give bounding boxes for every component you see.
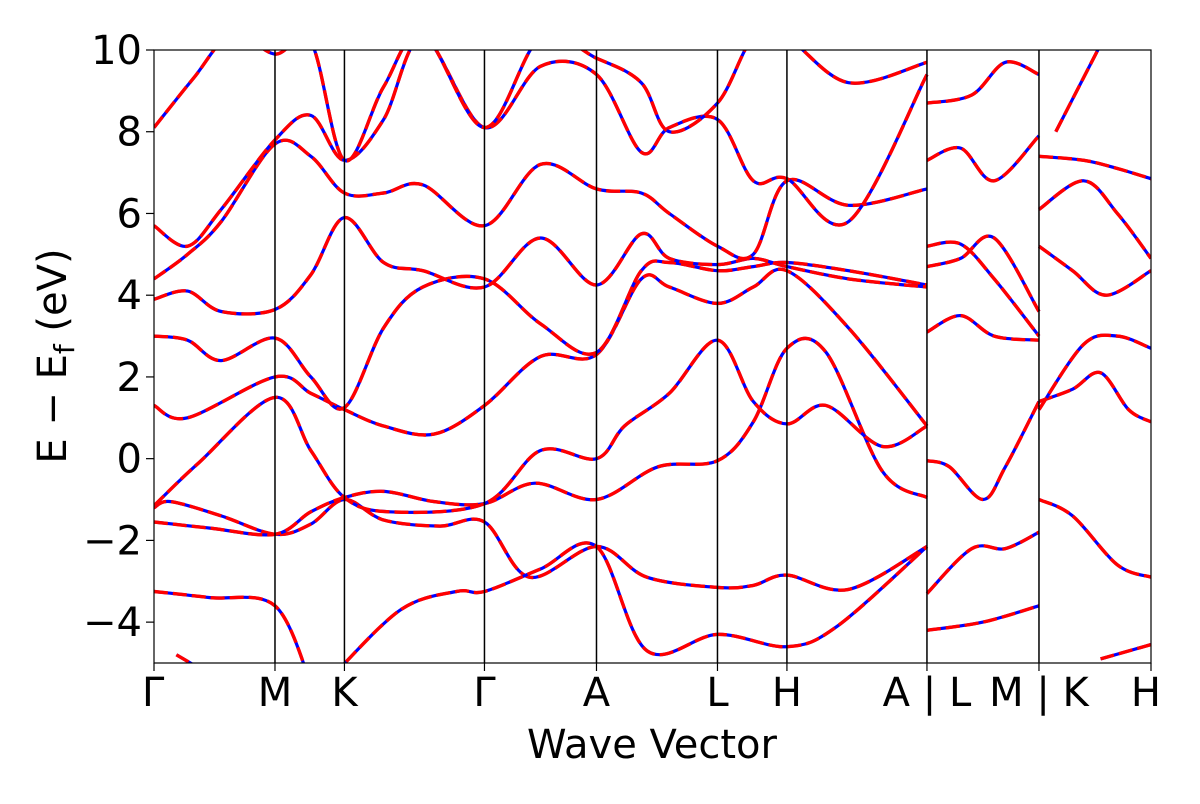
y-axis-label-unit: (eV) <box>30 248 76 344</box>
y-axis-label-subscript: f <box>48 343 81 354</box>
band-20-dashed-line <box>926 134 1041 183</box>
band-27-dashed-line <box>1100 642 1151 661</box>
x-tick-label: M <box>258 670 293 716</box>
x-tick-label: K <box>331 670 359 716</box>
band-4-dashed-line <box>154 267 929 437</box>
x-tick-label: Γ <box>142 670 165 716</box>
band-22-dashed-line <box>1038 370 1151 424</box>
band-14-dashed-line <box>926 400 1041 502</box>
x-tick-label: Γ <box>473 670 496 716</box>
y-axis-ticks: −4 −2 0 2 4 6 8 10 <box>83 28 154 646</box>
band-7-dashed-line <box>154 138 928 281</box>
band-11-dashed-line <box>175 653 194 663</box>
y-tick-label: 4 <box>117 273 142 319</box>
y-axis-label: E − Ef (eV) <box>30 248 81 463</box>
band-21-dashed-line <box>1038 497 1151 579</box>
band-26-dashed-line <box>1037 333 1151 411</box>
x-tick-label: H <box>1131 670 1161 716</box>
y-tick-label: 2 <box>117 355 142 401</box>
band-16-dashed-line <box>926 604 1040 632</box>
band-28-dashed-line <box>1054 50 1100 133</box>
band-13-dashed-line <box>926 234 1041 313</box>
y-tick-label: −2 <box>83 518 142 564</box>
band-10-dashed-line <box>154 589 306 663</box>
band-6-dashed-line <box>154 215 928 316</box>
y-tick-label: 8 <box>117 110 142 156</box>
band-12-dashed-line <box>342 541 929 663</box>
x-tick-label: M | K <box>989 670 1090 716</box>
band-18-dashed-line <box>926 240 1041 338</box>
band-24-dashed-line <box>1038 179 1151 260</box>
band-2-dashed-line <box>154 336 928 537</box>
band-19-dashed-line <box>926 60 1040 105</box>
x-axis-label: Wave Vector <box>527 722 778 768</box>
band-5-dashed-line <box>154 259 928 411</box>
band-9-dashed-line <box>154 50 928 163</box>
y-tick-label: −4 <box>83 600 142 646</box>
high-symmetry-lines <box>274 50 1040 663</box>
y-tick-label: 0 <box>117 437 142 483</box>
plot-frame <box>153 49 1152 664</box>
x-tick-label: A | L <box>883 670 972 716</box>
x-tick-label: A <box>583 670 611 716</box>
x-tick-label: L <box>706 670 729 716</box>
y-tick-label: 6 <box>117 191 142 237</box>
y-axis-label-main: E − E <box>30 354 76 464</box>
band-15-dashed-line <box>925 530 1040 595</box>
band-3-dashed-line <box>154 338 928 515</box>
band-23-dashed-line <box>1038 244 1151 297</box>
band-25-dashed-line <box>1038 154 1151 181</box>
x-tick-label: H <box>772 670 802 716</box>
y-tick-label: 10 <box>91 28 142 74</box>
band-17-dashed-line <box>926 313 1040 342</box>
